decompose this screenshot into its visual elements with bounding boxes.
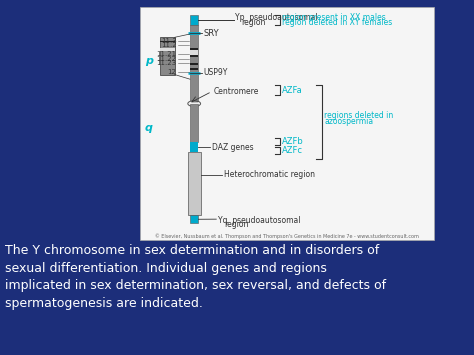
FancyBboxPatch shape: [140, 7, 434, 240]
Text: region: region: [241, 18, 265, 27]
Text: Centromere: Centromere: [213, 87, 259, 96]
FancyBboxPatch shape: [190, 104, 199, 142]
FancyBboxPatch shape: [190, 68, 199, 70]
Text: 12: 12: [168, 69, 176, 75]
FancyBboxPatch shape: [188, 152, 201, 215]
Text: AZFc: AZFc: [282, 146, 303, 155]
Text: 11.2: 11.2: [161, 43, 176, 49]
Text: region present in XX males: region present in XX males: [282, 13, 386, 22]
Text: USP9Y: USP9Y: [203, 68, 228, 77]
Text: AZFb: AZFb: [282, 137, 304, 147]
Text: region: region: [225, 220, 249, 229]
Text: The Y chromosome in sex determination and in disorders of
sexual differentiation: The Y chromosome in sex determination an…: [5, 244, 386, 310]
Text: 11.22: 11.22: [156, 56, 176, 62]
Text: DAZ genes: DAZ genes: [212, 143, 254, 152]
Text: © Elsevier, Nussbaum et al. Thompson and Thompson's Genetics in Medicine 7e - ww: © Elsevier, Nussbaum et al. Thompson and…: [155, 233, 419, 239]
Text: regions deleted in: regions deleted in: [324, 111, 393, 120]
Text: region deleted in XY females: region deleted in XY females: [282, 18, 392, 27]
Text: 11.21: 11.21: [156, 51, 176, 56]
FancyBboxPatch shape: [190, 63, 199, 65]
FancyBboxPatch shape: [160, 48, 174, 51]
FancyBboxPatch shape: [190, 24, 199, 104]
Text: SRY: SRY: [203, 29, 219, 38]
FancyBboxPatch shape: [190, 55, 199, 57]
Text: q: q: [145, 123, 153, 133]
Text: azoospermia: azoospermia: [324, 116, 374, 126]
Text: AZFa: AZFa: [282, 86, 303, 95]
Text: 11.23: 11.23: [156, 60, 176, 66]
Ellipse shape: [188, 101, 201, 106]
Text: 11.3: 11.3: [161, 38, 176, 44]
FancyBboxPatch shape: [190, 50, 199, 55]
FancyBboxPatch shape: [190, 148, 199, 152]
Text: p: p: [145, 56, 153, 66]
FancyBboxPatch shape: [160, 61, 174, 62]
FancyBboxPatch shape: [160, 37, 174, 75]
FancyBboxPatch shape: [190, 215, 199, 223]
FancyBboxPatch shape: [190, 142, 199, 148]
FancyBboxPatch shape: [190, 48, 199, 50]
Text: Yp  pseudoautosomal: Yp pseudoautosomal: [235, 13, 318, 22]
Text: Heterochromatic region: Heterochromatic region: [224, 170, 315, 179]
FancyBboxPatch shape: [190, 15, 199, 24]
FancyBboxPatch shape: [160, 41, 174, 42]
Text: Yq  pseudoautosomal: Yq pseudoautosomal: [218, 216, 300, 225]
